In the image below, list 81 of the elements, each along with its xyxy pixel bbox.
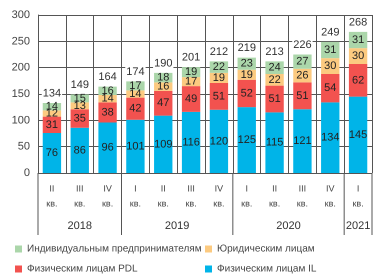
- y-tick-label: 200: [12, 62, 30, 74]
- data-label: 51: [268, 93, 281, 106]
- data-label: 22: [268, 74, 281, 86]
- data-label: 51: [296, 90, 309, 102]
- data-label: 14: [101, 92, 114, 105]
- x-tick-label: III кв.: [74, 184, 86, 208]
- total-label: 212: [210, 46, 228, 58]
- total-label: 174: [126, 66, 145, 78]
- data-label: 42: [129, 102, 142, 115]
- total-label: 164: [98, 71, 117, 84]
- x-tick-label: II кв.: [268, 184, 280, 208]
- data-label: 16: [157, 80, 170, 93]
- data-label: 52: [240, 87, 253, 100]
- x-tick-label: IV кв.: [324, 184, 336, 208]
- x-tick-label: IV кв.: [102, 184, 114, 208]
- data-label: 121: [293, 135, 312, 148]
- y-tick-label: 100: [12, 114, 30, 126]
- data-label: 19: [184, 66, 198, 78]
- data-label: 26: [296, 70, 309, 82]
- data-label: 23: [240, 58, 253, 70]
- data-label: 62: [352, 74, 364, 86]
- data-label: 134: [321, 132, 340, 144]
- data-label: 35: [74, 112, 86, 124]
- y-tick-label: 300: [12, 9, 30, 21]
- x-tick-label: III кв.: [185, 184, 197, 208]
- total-label: 190: [154, 57, 172, 70]
- data-label: 14: [129, 88, 142, 100]
- data-label: 47: [157, 97, 170, 110]
- x-tick-label: II кв.: [158, 184, 169, 208]
- data-label: 19: [240, 68, 253, 81]
- data-label: 109: [154, 138, 172, 150]
- data-label: 31: [352, 34, 364, 46]
- data-label: 30: [324, 60, 336, 72]
- y-tick-label: 0: [24, 167, 30, 179]
- data-label: 24: [268, 62, 281, 74]
- y-tick-label: 50: [18, 140, 30, 153]
- total-label: 201: [182, 52, 200, 64]
- x-tick-label: III кв.: [296, 184, 308, 208]
- data-label: 22: [212, 61, 226, 74]
- text: 2020: [276, 220, 301, 232]
- data-label: 76: [46, 146, 58, 159]
- data-label: 12: [46, 107, 58, 120]
- data-label: 19: [212, 72, 226, 84]
- data-label: 31: [46, 118, 58, 131]
- data-label: 86: [74, 144, 86, 156]
- x-tick-label: I кв.: [352, 184, 364, 208]
- data-label: 101: [126, 140, 145, 152]
- x-tick-label: I кв.: [241, 184, 252, 208]
- data-label: 120: [210, 135, 228, 148]
- total-label: 249: [321, 26, 340, 38]
- text: 2021: [346, 220, 370, 232]
- data-label: 115: [266, 136, 284, 149]
- y-tick-label: 150: [12, 88, 30, 100]
- data-label: 38: [101, 106, 114, 118]
- total-label: 134: [42, 87, 62, 100]
- data-label: 30: [352, 50, 364, 62]
- text: 2018: [68, 220, 92, 232]
- legend-label: Индивидуальным предпринимателям: [27, 244, 202, 254]
- data-label: 96: [101, 142, 114, 154]
- data-label: 116: [182, 136, 200, 148]
- data-label: 17: [184, 76, 198, 88]
- legend-label: Юридическим лицам: [217, 244, 315, 254]
- legend-label: Физическим лицам IL: [217, 264, 317, 274]
- data-label: 54: [324, 82, 336, 94]
- x-tick-label: IV кв.: [213, 184, 225, 208]
- data-label: 27: [296, 56, 309, 68]
- total-label: 213: [265, 46, 284, 58]
- total-label: 226: [293, 39, 312, 51]
- data-label: 125: [238, 134, 256, 146]
- total-label: 219: [238, 42, 256, 54]
- total-label: 149: [70, 79, 89, 92]
- data-label: 145: [348, 128, 368, 141]
- x-tick-label: II кв.: [46, 184, 58, 208]
- legend-label: Физическим лицам PDL: [27, 264, 138, 274]
- data-label: 31: [324, 44, 336, 56]
- y-tick-label: 250: [12, 35, 30, 48]
- x-tick-label: I кв.: [130, 184, 142, 208]
- data-label: 49: [184, 93, 198, 106]
- text: 2019: [164, 220, 190, 232]
- data-label: 51: [212, 90, 226, 102]
- total-label: 268: [348, 16, 368, 28]
